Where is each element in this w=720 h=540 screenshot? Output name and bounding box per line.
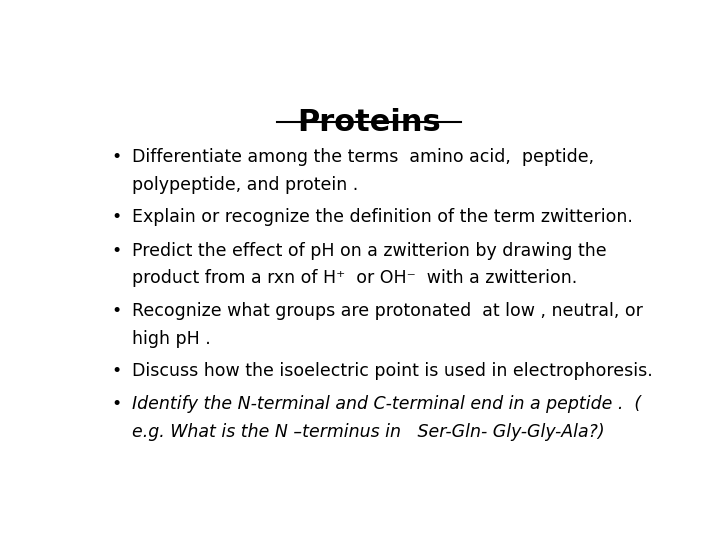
Text: •: • (112, 362, 122, 380)
Text: •: • (112, 302, 122, 320)
Text: product from a rxn of H⁺  or OH⁻  with a zwitterion.: product from a rxn of H⁺ or OH⁻ with a z… (132, 269, 577, 287)
Text: •: • (112, 241, 122, 260)
Text: •: • (112, 148, 122, 166)
Text: e.g. What is the N –terminus in   Ser-Gln- Gly-Gly-Ala?): e.g. What is the N –terminus in Ser-Gln-… (132, 423, 605, 441)
Text: •: • (112, 395, 122, 413)
Text: polypeptide, and protein .: polypeptide, and protein . (132, 176, 358, 194)
Text: Predict the effect of pH on a zwitterion by drawing the: Predict the effect of pH on a zwitterion… (132, 241, 606, 260)
Text: •: • (112, 208, 122, 226)
Text: Explain or recognize the definition of the term zwitterion.: Explain or recognize the definition of t… (132, 208, 633, 226)
Text: Identify the N-terminal and C-terminal end in a peptide .  (: Identify the N-terminal and C-terminal e… (132, 395, 647, 413)
Text: Discuss how the isoelectric point is used in electrophoresis.: Discuss how the isoelectric point is use… (132, 362, 652, 380)
Text: high pH .: high pH . (132, 330, 210, 348)
Text: Recognize what groups are protonated  at low , neutral, or: Recognize what groups are protonated at … (132, 302, 643, 320)
Text: Proteins: Proteins (297, 109, 441, 138)
Text: Differentiate among the terms  amino acid,  peptide,: Differentiate among the terms amino acid… (132, 148, 594, 166)
